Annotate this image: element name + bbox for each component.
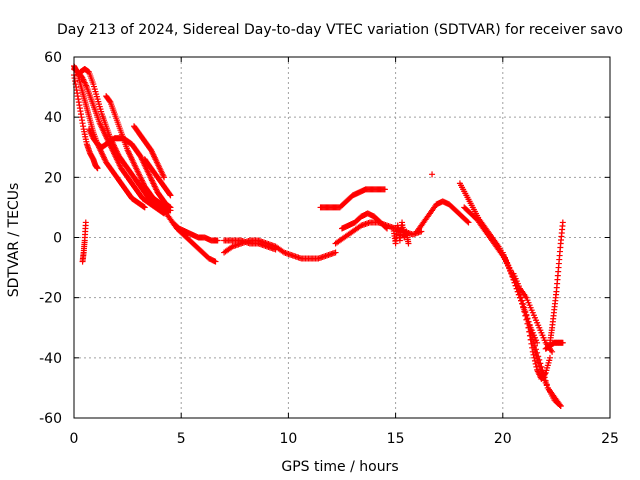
series-arc-main-3 [71, 72, 101, 172]
data-point [533, 363, 540, 370]
y-tick-label: 40 [44, 110, 62, 126]
series-arc-low-2 [169, 219, 221, 244]
data-point [525, 324, 532, 331]
data-point [464, 218, 471, 225]
data-point [405, 240, 412, 247]
data-point [382, 224, 389, 231]
series-arc-mid-3 [339, 210, 391, 232]
data-point [166, 191, 173, 198]
y-tick-label: 60 [44, 50, 62, 66]
data-points [71, 63, 566, 409]
y-tick-label: -40 [39, 351, 62, 367]
data-point [536, 362, 543, 369]
data-point [465, 219, 472, 226]
data-point [272, 246, 279, 253]
x-tick-label: 25 [601, 431, 619, 447]
series-arc-left-short [79, 219, 89, 265]
data-point [522, 312, 529, 319]
x-tick-label: 20 [494, 431, 512, 447]
data-point [161, 174, 168, 181]
data-point [534, 339, 541, 346]
data-point [506, 264, 513, 271]
series-arc-d [131, 123, 168, 181]
series-arc-mid-2 [317, 186, 388, 211]
series-arc-c [103, 93, 170, 211]
data-point [529, 344, 536, 351]
data-point [559, 219, 566, 226]
data-point [523, 311, 530, 318]
data-point [523, 316, 530, 323]
data-point [541, 370, 548, 377]
data-point [163, 204, 170, 211]
y-tick-label: -60 [39, 411, 62, 427]
data-point [212, 258, 219, 265]
data-point [526, 328, 533, 335]
series-arc-e [141, 156, 174, 199]
data-point [527, 336, 534, 343]
series-arc-mid-6 [429, 171, 436, 178]
series-arc-right-2 [461, 204, 564, 409]
series-arc-low-4 [221, 237, 279, 253]
data-point [559, 339, 566, 346]
x-tick-label: 15 [387, 431, 405, 447]
y-tick-label: 0 [53, 231, 62, 247]
data-point [557, 402, 564, 409]
x-tick-label: 10 [279, 431, 297, 447]
data-point [530, 351, 537, 358]
data-point [384, 225, 391, 232]
data-point [332, 249, 339, 256]
series-arc-right-6 [546, 219, 566, 346]
data-point [519, 300, 526, 307]
series-arc-mid-5 [414, 198, 472, 235]
series-arc-right-5 [525, 324, 553, 382]
data-point [526, 332, 533, 339]
data-point [141, 204, 148, 211]
y-tick-label: -20 [39, 291, 62, 307]
series-arc-mid-4 [390, 219, 412, 247]
x-tick-label: 0 [70, 431, 79, 447]
data-point [515, 291, 522, 298]
data-point [94, 165, 101, 172]
data-point [167, 192, 174, 199]
data-point [520, 304, 527, 311]
data-point [429, 171, 436, 178]
series-arc-right-7 [542, 339, 566, 352]
data-point [106, 98, 113, 105]
data-point [516, 294, 523, 301]
data-point [507, 267, 514, 274]
y-tick-label: 20 [44, 170, 62, 186]
data-point [532, 360, 539, 367]
y-axis-label: SDTVAR / TECUs [6, 183, 22, 298]
data-point [518, 297, 525, 304]
data-point [531, 357, 538, 364]
data-point [521, 308, 528, 315]
x-tick-label: 5 [177, 431, 186, 447]
axis-ticks: 0 5 10 15 20 25 -60 -40 -20 0 20 40 60 [39, 50, 619, 447]
data-point [529, 348, 536, 355]
data-point [531, 354, 538, 361]
data-point [82, 219, 89, 226]
data-point [546, 354, 553, 361]
data-point [524, 320, 531, 327]
data-point [549, 348, 556, 355]
chart-title: Day 213 of 2024, Sidereal Day-to-day VTE… [57, 22, 623, 38]
data-point [528, 340, 535, 347]
series-arc-main-2 [71, 63, 148, 211]
data-point [381, 186, 388, 193]
x-axis-label: GPS time / hours [281, 459, 398, 475]
data-point [214, 237, 221, 244]
